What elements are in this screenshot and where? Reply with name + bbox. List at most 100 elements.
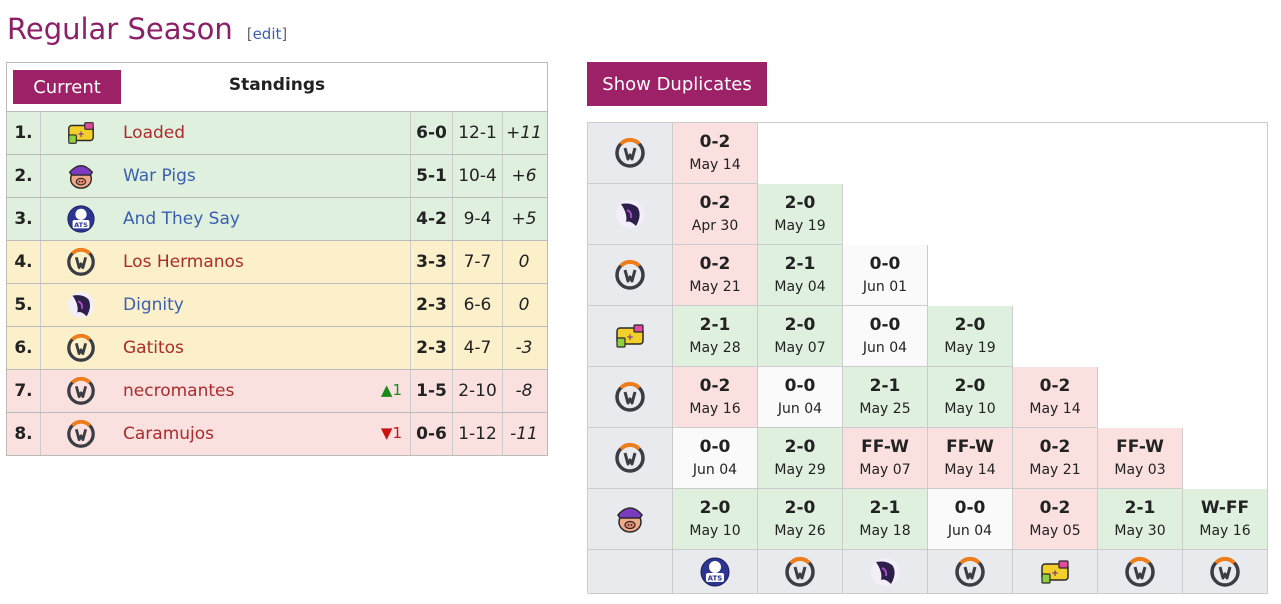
match-cell: 2-0 May 10 <box>928 367 1013 428</box>
match-score: FF-W <box>946 436 994 457</box>
match-date: May 19 <box>944 339 996 356</box>
match-cell: 2-1 May 18 <box>843 489 928 550</box>
match-score: 2-1 <box>699 314 731 335</box>
svg-text:+: + <box>1051 569 1059 579</box>
match-score: 0-0 <box>954 497 986 518</box>
match-cell: 0-0 Jun 01 <box>843 245 928 306</box>
match-date: May 10 <box>944 400 996 417</box>
match-score: 0-2 <box>1039 375 1071 396</box>
overwatch-logo-icon <box>66 419 96 449</box>
match-cell: FF-W May 07 <box>843 428 928 489</box>
standings-title: Standings <box>228 75 326 95</box>
match-score: 0-0 <box>869 253 901 274</box>
match-cell: 2-0 May 19 <box>928 306 1013 367</box>
match-date: Apr 30 <box>691 217 739 234</box>
overwatch-logo-icon <box>614 381 646 413</box>
edit-link[interactable]: edit <box>252 25 282 43</box>
match-cell: 2-0 May 07 <box>758 306 843 367</box>
match-score: 2-0 <box>699 497 731 518</box>
game-diff: -11 <box>502 413 545 455</box>
team-link[interactable]: Loaded <box>123 123 186 143</box>
standings-row: 5. Dignity 2-3 6-6 0 <box>7 283 547 326</box>
match-date: May 25 <box>859 400 911 417</box>
game-diff: +11 <box>502 112 545 154</box>
team-cell: Caramujos ▼1 <box>40 413 410 455</box>
match-date: May 29 <box>774 461 826 478</box>
rank: 3. <box>14 209 33 229</box>
team-link[interactable]: Gatitos <box>123 338 184 358</box>
rank: 4. <box>14 252 33 272</box>
crosstable-matrix: 0-2 May 14 0-2 Apr 30 2-0 May 19 0-2 May 21 2-1 M… <box>587 122 1268 594</box>
team-link[interactable]: Caramujos <box>123 424 215 444</box>
match-cell: 2-1 May 25 <box>843 367 928 428</box>
match-date: May 18 <box>859 522 911 539</box>
match-score: 0-2 <box>699 375 731 396</box>
match-record: 2-3 <box>410 327 452 369</box>
dignity-logo-icon <box>869 556 901 588</box>
match-date: Jun 04 <box>777 400 823 417</box>
overwatch-logo-icon <box>614 259 646 291</box>
match-cell: 2-0 May 10 <box>673 489 758 550</box>
dignity-logo-icon <box>66 290 96 320</box>
team-link[interactable]: War Pigs <box>123 166 196 186</box>
match-score: 0-2 <box>699 253 731 274</box>
game-record: 4-7 <box>452 327 502 369</box>
team-link[interactable]: necromantes <box>123 381 235 401</box>
match-date: May 14 <box>689 156 741 173</box>
match-cell: 2-0 May 26 <box>758 489 843 550</box>
svg-text:+: + <box>626 333 634 343</box>
match-cell: 0-0 Jun 04 <box>928 489 1013 550</box>
team-cell: Dignity <box>40 284 410 326</box>
match-record: 0-6 <box>410 413 452 455</box>
row-header <box>588 367 673 428</box>
match-date: May 04 <box>774 278 826 295</box>
game-record: 6-6 <box>452 284 502 326</box>
overwatch-logo-icon <box>614 442 646 474</box>
standings-row: 1. + Loaded 6-0 12-1 +11 <box>7 112 547 154</box>
match-record: 1-5 <box>410 370 452 412</box>
match-score: 2-0 <box>784 497 816 518</box>
game-record: 7-7 <box>452 241 502 283</box>
column-header <box>843 550 928 594</box>
game-diff: 0 <box>502 241 545 283</box>
overwatch-logo-icon <box>1124 556 1156 588</box>
current-button[interactable]: Current <box>13 70 121 104</box>
team-link[interactable]: Los Hermanos <box>123 252 244 272</box>
section-heading: Regular Season [edit] <box>7 12 287 46</box>
match-date: May 28 <box>689 339 741 356</box>
match-date: May 14 <box>944 461 996 478</box>
rank-movement: ▼1 <box>380 424 402 442</box>
rank: 5. <box>14 295 33 315</box>
standings-row: 6. Gatitos 2-3 4-7 -3 <box>7 326 547 369</box>
match-score: 2-1 <box>784 253 816 274</box>
standings-header: Current Standings <box>7 63 547 112</box>
overwatch-logo-icon <box>66 333 96 363</box>
overwatch-logo-icon <box>614 137 646 169</box>
match-score: 2-0 <box>784 192 816 213</box>
team-link[interactable]: Dignity <box>123 295 184 315</box>
rank: 2. <box>14 166 33 186</box>
match-date: May 07 <box>859 461 911 478</box>
game-record: 1-12 <box>452 413 502 455</box>
row-header: + <box>588 306 673 367</box>
team-cell: + Loaded <box>40 112 410 154</box>
match-date: May 21 <box>689 278 741 295</box>
match-score: 0-0 <box>869 314 901 335</box>
match-cell: 2-1 May 28 <box>673 306 758 367</box>
team-link[interactable]: And They Say <box>123 209 240 229</box>
game-record: 10-4 <box>452 155 502 197</box>
page-title: Regular Season <box>7 12 233 46</box>
match-cell: 2-1 May 04 <box>758 245 843 306</box>
column-header: ATS <box>673 550 758 594</box>
match-cell: W-FF May 16 <box>1183 489 1268 550</box>
game-diff: 0 <box>502 284 545 326</box>
show-duplicates-button[interactable]: Show Duplicates <box>587 62 767 106</box>
match-date: May 10 <box>689 522 741 539</box>
row-header <box>588 428 673 489</box>
standings-table: Current Standings 1. + Loaded 6-0 12-1 +11 2. W… <box>6 62 548 456</box>
match-score: 2-1 <box>869 497 901 518</box>
rank: 6. <box>14 338 33 358</box>
match-date: May 30 <box>1114 522 1166 539</box>
match-date: May 07 <box>774 339 826 356</box>
and-they-say-logo-icon: ATS <box>66 204 96 234</box>
